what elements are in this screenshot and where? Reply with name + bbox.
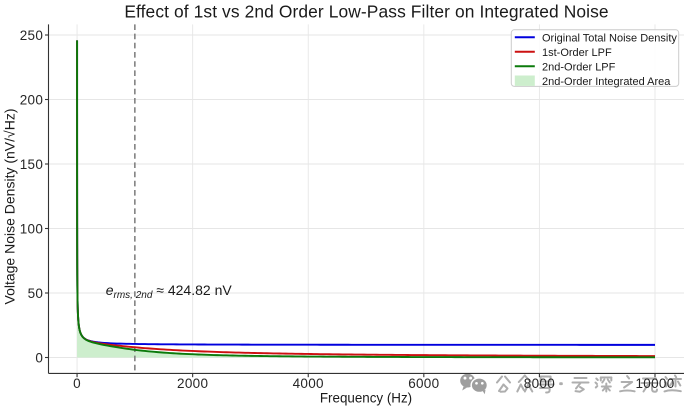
svg-text:Effect of 1st vs 2nd Order Low: Effect of 1st vs 2nd Order Low-Pass Filt… xyxy=(124,1,608,21)
svg-text:0: 0 xyxy=(73,376,81,391)
svg-text:2000: 2000 xyxy=(177,376,208,391)
svg-text:Original Total Noise Density: Original Total Noise Density xyxy=(542,32,677,44)
svg-text:Frequency (Hz): Frequency (Hz) xyxy=(320,390,412,405)
svg-text:erms, 2nd ≈ 424.82 nV: erms, 2nd ≈ 424.82 nV xyxy=(106,282,233,301)
svg-text:250: 250 xyxy=(20,28,43,43)
svg-text:50: 50 xyxy=(28,286,44,301)
svg-text:2nd-Order LPF: 2nd-Order LPF xyxy=(542,61,616,73)
svg-text:0: 0 xyxy=(35,350,43,365)
svg-text:6000: 6000 xyxy=(408,376,439,391)
svg-text:Voltage Noise Density (nV/√Hz): Voltage Noise Density (nV/√Hz) xyxy=(2,109,18,305)
svg-text:2nd-Order Integrated Area: 2nd-Order Integrated Area xyxy=(542,76,671,88)
svg-text:10000: 10000 xyxy=(635,376,674,391)
svg-text:150: 150 xyxy=(20,157,43,172)
svg-text:4000: 4000 xyxy=(293,376,324,391)
svg-text:1st-Order LPF: 1st-Order LPF xyxy=(542,47,612,59)
svg-text:200: 200 xyxy=(20,92,43,107)
svg-text:100: 100 xyxy=(20,221,43,236)
svg-text:8000: 8000 xyxy=(524,376,555,391)
